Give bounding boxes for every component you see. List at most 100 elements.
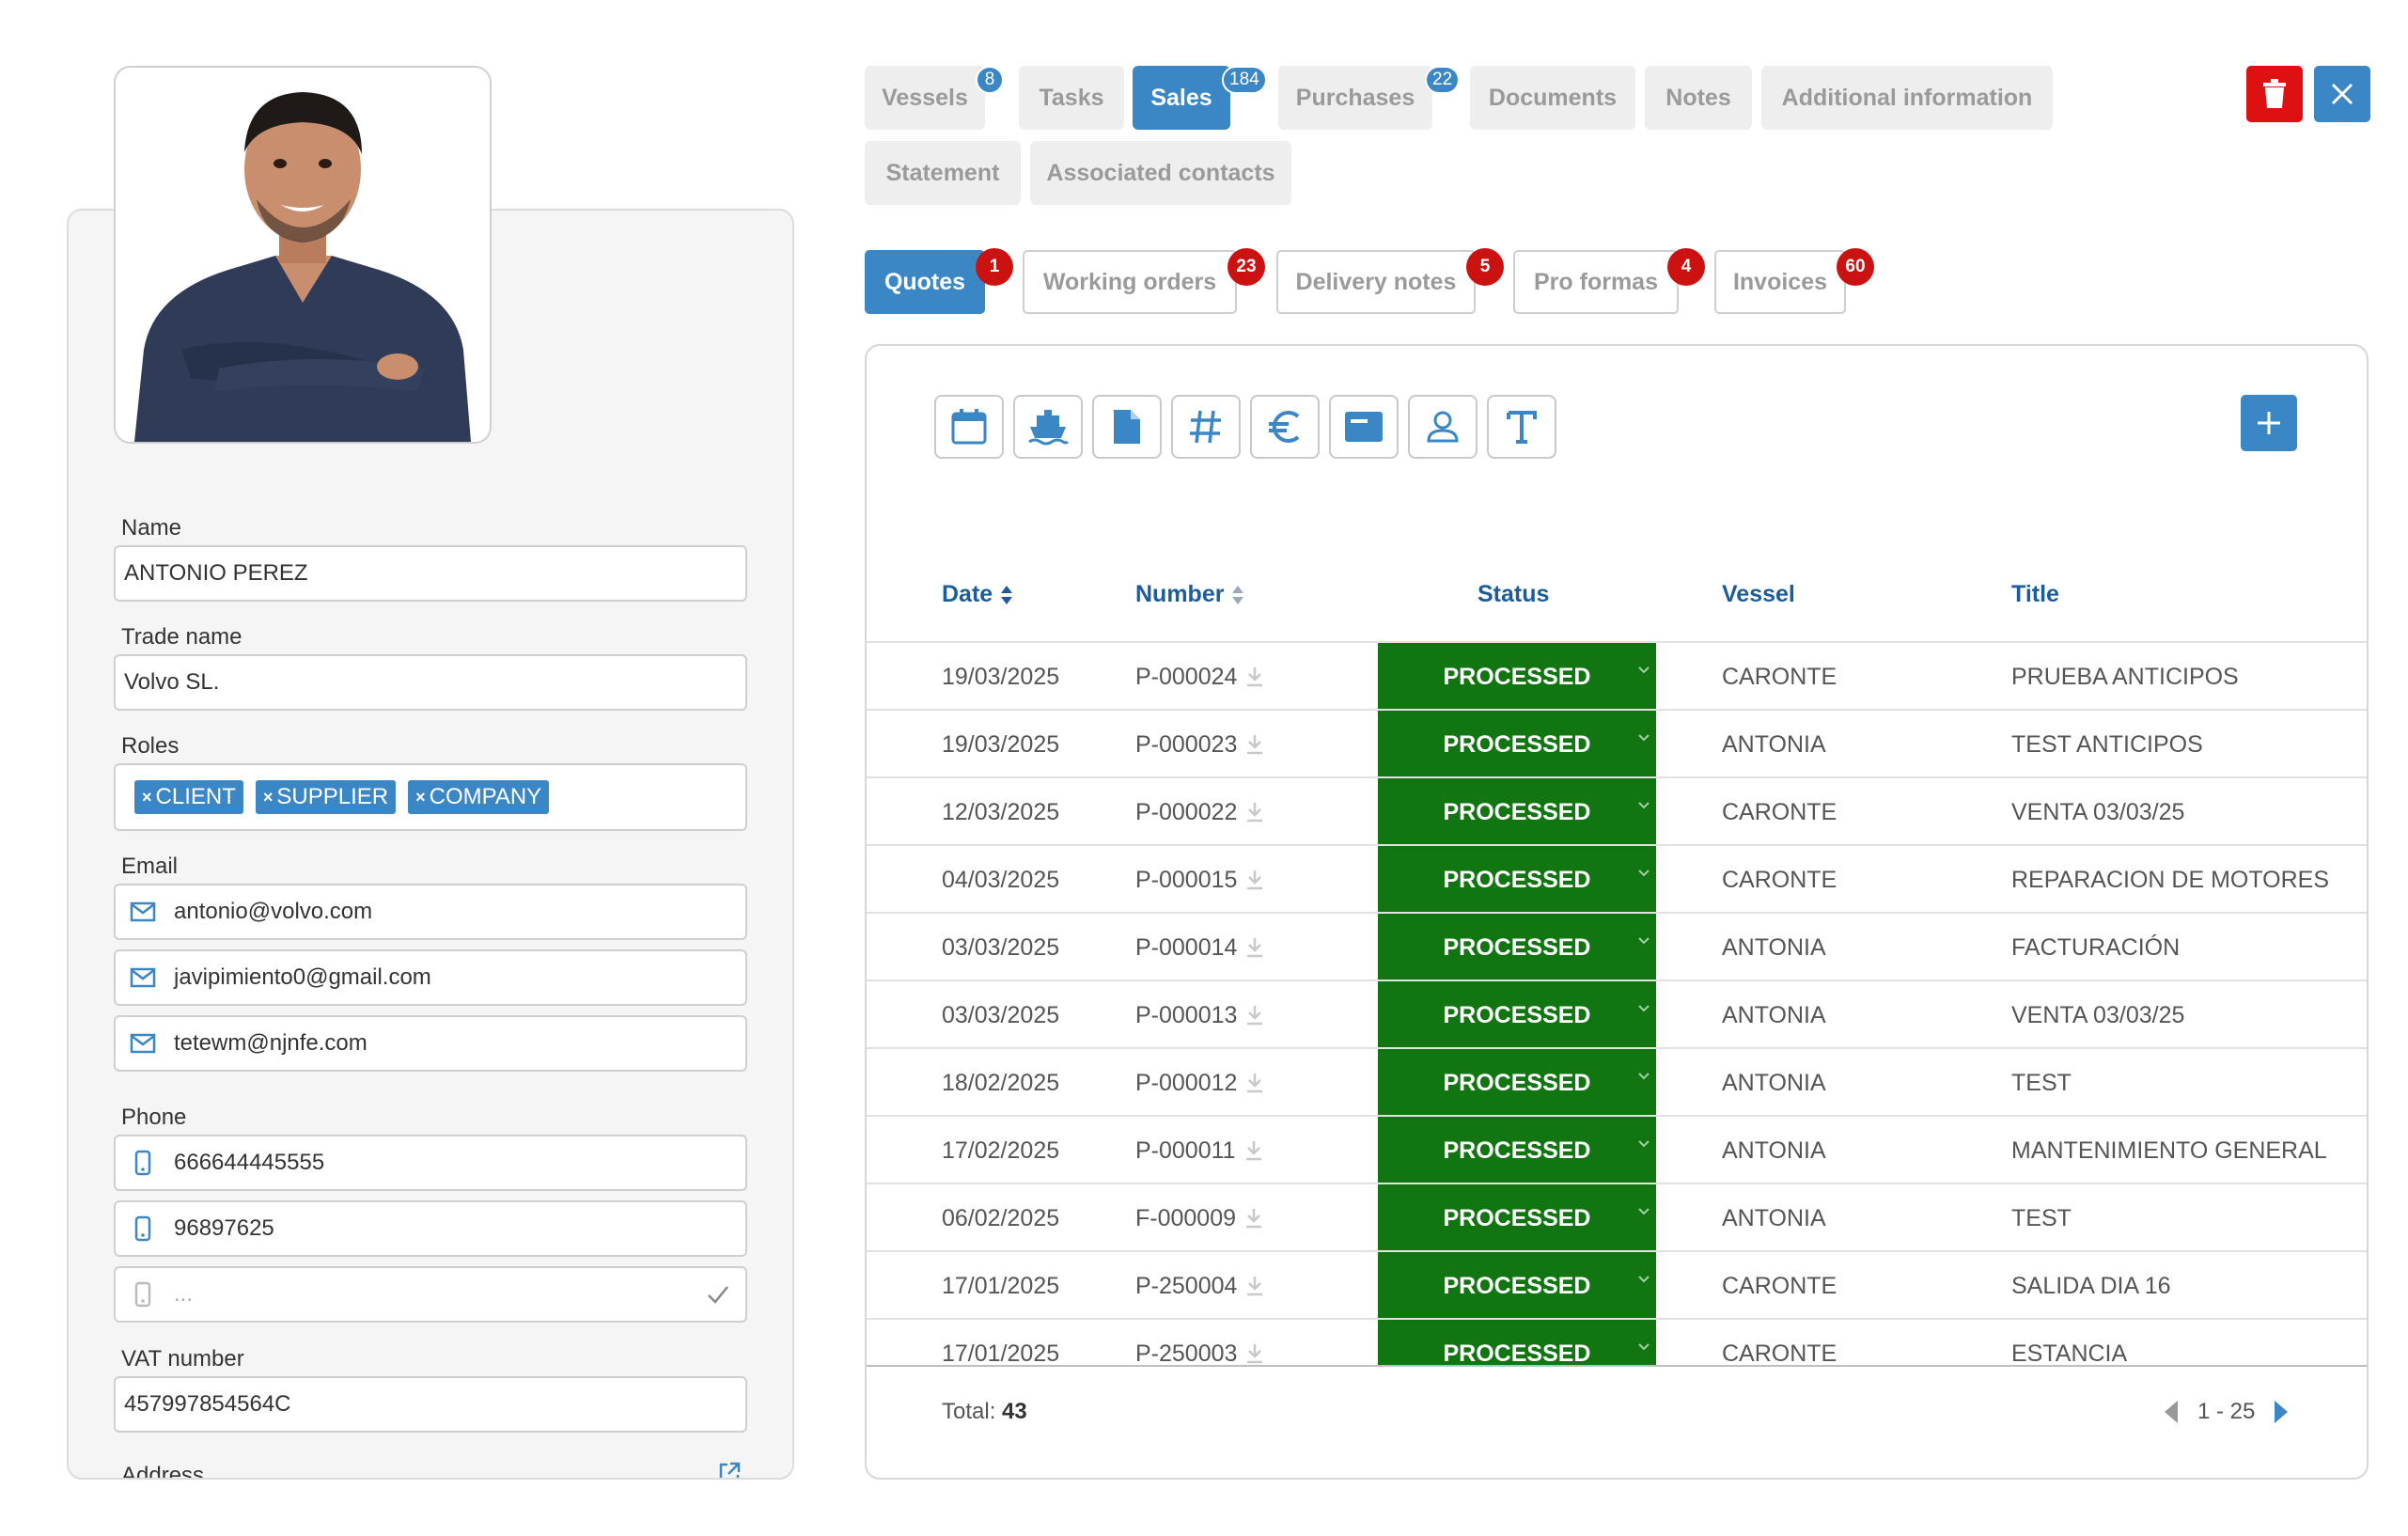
table-row[interactable]: 17/01/2025 P-250003 PROCESSED CARONTE ESTANC… [867,1318,2367,1365]
trade-name-input[interactable]: Volvo SL. [114,654,747,711]
add-quote-button[interactable] [2241,395,2297,451]
email-field[interactable]: antonio@volvo.com [114,884,747,940]
status-dropdown[interactable]: PROCESSED [1378,1049,1656,1117]
vat-label: VAT number [121,1346,244,1371]
table-row[interactable]: 06/02/2025 F-000009 PROCESSED ANTONIA TEST [867,1183,2367,1252]
download-icon[interactable] [1246,1276,1263,1296]
vat-input[interactable]: 457997854564C [114,1376,747,1433]
chevron-down-icon [1638,802,1650,809]
page-range: 1 - 25 [2197,1399,2256,1424]
filter-vessel-button[interactable] [1013,395,1083,459]
download-icon[interactable] [1246,734,1263,755]
mail-icon [129,964,157,992]
roles-input[interactable]: × CLIENT × SUPPLIER × COMPANY [114,763,747,831]
download-icon[interactable] [1245,1208,1262,1229]
phone-field[interactable]: 666644445555 [114,1135,747,1191]
download-icon[interactable] [1246,1343,1263,1364]
subtab-working-orders[interactable]: Working orders [1023,250,1237,314]
table-row[interactable]: 18/02/2025 P-000012 PROCESSED ANTONIA TEST [867,1047,2367,1117]
cell-number: P-000014 [1135,914,1263,981]
ship-icon [1028,410,1069,446]
download-icon[interactable] [1246,1005,1263,1026]
download-icon[interactable] [1245,1140,1262,1161]
download-icon[interactable] [1246,937,1263,958]
table-row[interactable]: 04/03/2025 P-000015 PROCESSED CARONTE REPARA… [867,844,2367,914]
role-tag-company[interactable]: × COMPANY [408,780,550,814]
cell-vessel: CARONTE [1722,663,1837,690]
tab-sales[interactable]: Sales [1133,66,1230,130]
name-input[interactable]: ANTONIO PEREZ [114,545,747,602]
hash-icon [1190,410,1221,444]
status-dropdown[interactable]: PROCESSED [1378,1184,1656,1252]
status-dropdown[interactable]: PROCESSED [1378,1320,1656,1365]
tab-purchases[interactable]: Purchases [1278,66,1432,130]
filter-amount-button[interactable] [1250,395,1320,459]
filter-card-button[interactable] [1329,395,1399,459]
status-dropdown[interactable]: PROCESSED [1378,914,1656,981]
filter-number-button[interactable] [1171,395,1241,459]
filter-title-button[interactable] [1487,395,1556,459]
contact-photo[interactable] [114,66,492,444]
status-dropdown[interactable]: PROCESSED [1378,1252,1656,1320]
table-footer: Total: 43 1 - 25 [867,1365,2367,1478]
tab-documents[interactable]: Documents [1470,66,1635,130]
table-row[interactable]: 17/02/2025 P-000011 PROCESSED ANTONIA MANTEN… [867,1115,2367,1184]
email-field[interactable]: tetewm@njnfe.com [114,1015,747,1072]
table-row[interactable]: 19/03/2025 P-000024 PROCESSED CARONTE PRUEBA… [867,641,2367,711]
cell-date: 19/03/2025 [942,663,1060,690]
table-row[interactable]: 03/03/2025 P-000013 PROCESSED ANTONIA VENTA … [867,980,2367,1049]
new-phone-input[interactable]: ... [114,1266,747,1323]
next-page-icon[interactable] [2274,1400,2289,1424]
role-tag-supplier[interactable]: × SUPPLIER [255,780,397,814]
role-tag-client[interactable]: × CLIENT [134,780,243,814]
pagination: 1 - 25 [2164,1399,2289,1425]
subtab-quotes[interactable]: Quotes [865,250,985,314]
person-photo-icon [116,68,490,442]
table-row[interactable]: 12/03/2025 P-000022 PROCESSED CARONTE VENTA … [867,776,2367,846]
filter-document-button[interactable] [1092,395,1162,459]
tab-notes[interactable]: Notes [1645,66,1752,130]
filter-contact-button[interactable] [1408,395,1478,459]
tab-vessels[interactable]: Vessels [865,66,985,130]
table-row[interactable]: 17/01/2025 P-250004 PROCESSED CARONTE SALIDA… [867,1250,2367,1320]
column-header-number[interactable]: Number [1135,581,1244,608]
table-row[interactable]: 19/03/2025 P-000023 PROCESSED ANTONIA TEST A… [867,709,2367,778]
text-icon [1507,411,1537,444]
download-icon[interactable] [1246,1073,1263,1093]
mail-icon [129,1029,157,1058]
table-row[interactable]: 03/03/2025 P-000014 PROCESSED ANTONIA FACTUR… [867,912,2367,981]
subtab-invoices[interactable]: Invoices [1714,250,1846,314]
external-link-icon[interactable] [717,1461,742,1478]
email-field[interactable]: javipimiento0@gmail.com [114,949,747,1006]
remove-icon[interactable]: × [142,787,152,807]
delete-button[interactable] [2246,66,2303,122]
status-dropdown[interactable]: PROCESSED [1378,1117,1656,1184]
prev-page-icon[interactable] [2164,1400,2179,1424]
remove-icon[interactable]: × [262,787,274,807]
tab-associated-contacts[interactable]: Associated contacts [1030,141,1291,205]
subtab-delivery-notes[interactable]: Delivery notes [1276,250,1476,314]
status-dropdown[interactable]: PROCESSED [1378,643,1656,711]
download-icon[interactable] [1246,870,1263,890]
check-icon[interactable] [706,1283,730,1312]
email-value: antonio@volvo.com [174,899,373,924]
tab-additional-information[interactable]: Additional information [1761,66,2053,130]
mobile-phone-icon [129,1280,157,1309]
status-dropdown[interactable]: PROCESSED [1378,778,1656,846]
status-dropdown[interactable]: PROCESSED [1378,711,1656,778]
cell-number: P-000023 [1135,711,1263,778]
download-icon[interactable] [1246,802,1263,823]
status-dropdown[interactable]: PROCESSED [1378,846,1656,914]
column-header-date[interactable]: Date [942,581,1013,608]
close-button[interactable] [2314,66,2370,122]
cell-date: 12/03/2025 [942,798,1060,825]
subtab-pro-formas[interactable]: Pro formas [1513,250,1679,314]
chevron-down-icon [1638,1208,1650,1215]
status-dropdown[interactable]: PROCESSED [1378,981,1656,1049]
tab-statement[interactable]: Statement [865,141,1021,205]
filter-date-button[interactable] [934,395,1004,459]
remove-icon[interactable]: × [415,787,426,807]
phone-field[interactable]: 96897625 [114,1200,747,1257]
download-icon[interactable] [1246,666,1263,687]
tab-tasks[interactable]: Tasks [1019,66,1124,130]
